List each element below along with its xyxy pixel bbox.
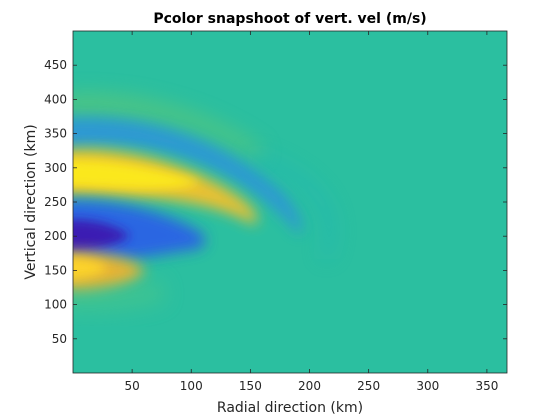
y-tick-label: 50	[52, 332, 67, 346]
x-tick-label: 300	[416, 379, 439, 393]
y-tick-label: 350	[44, 127, 67, 141]
lobe-upper-negative	[73, 117, 302, 235]
y-axis-label: Vertical direction (km)	[23, 124, 39, 279]
trailing-arc	[248, 150, 337, 260]
lobe-negative	[73, 199, 206, 262]
lobe-negative-core	[73, 219, 130, 252]
y-tick-label: 250	[44, 195, 67, 209]
y-tick-label: 200	[44, 229, 67, 243]
y-tick-label: 450	[44, 58, 67, 72]
lower-fade	[73, 280, 165, 311]
y-axis-ticks: 50 100 150 200 250 300 350 400 450	[44, 58, 507, 346]
heatmap-field	[73, 31, 507, 373]
chart-title: Pcolor snapshoot of vert. vel (m/s)	[153, 11, 426, 27]
x-tick-label: 350	[475, 379, 498, 393]
x-axis-label: Radial direction (km)	[217, 400, 363, 416]
x-tick-label: 250	[357, 379, 380, 393]
x-tick-label: 100	[180, 379, 203, 393]
y-tick-label: 400	[44, 92, 67, 106]
x-tick-label: 50	[124, 379, 139, 393]
lobe-upper-positive-core	[73, 159, 200, 190]
x-tick-label: 200	[298, 379, 321, 393]
y-tick-label: 150	[44, 263, 67, 277]
band-top-positive	[73, 93, 265, 160]
y-tick-label: 300	[44, 161, 67, 175]
lobe-lower-positive-core	[73, 257, 108, 280]
y-tick-label: 100	[44, 298, 67, 312]
x-tick-label: 150	[239, 379, 262, 393]
x-axis-ticks: 50 100 150 200 250 300 350	[124, 31, 498, 393]
